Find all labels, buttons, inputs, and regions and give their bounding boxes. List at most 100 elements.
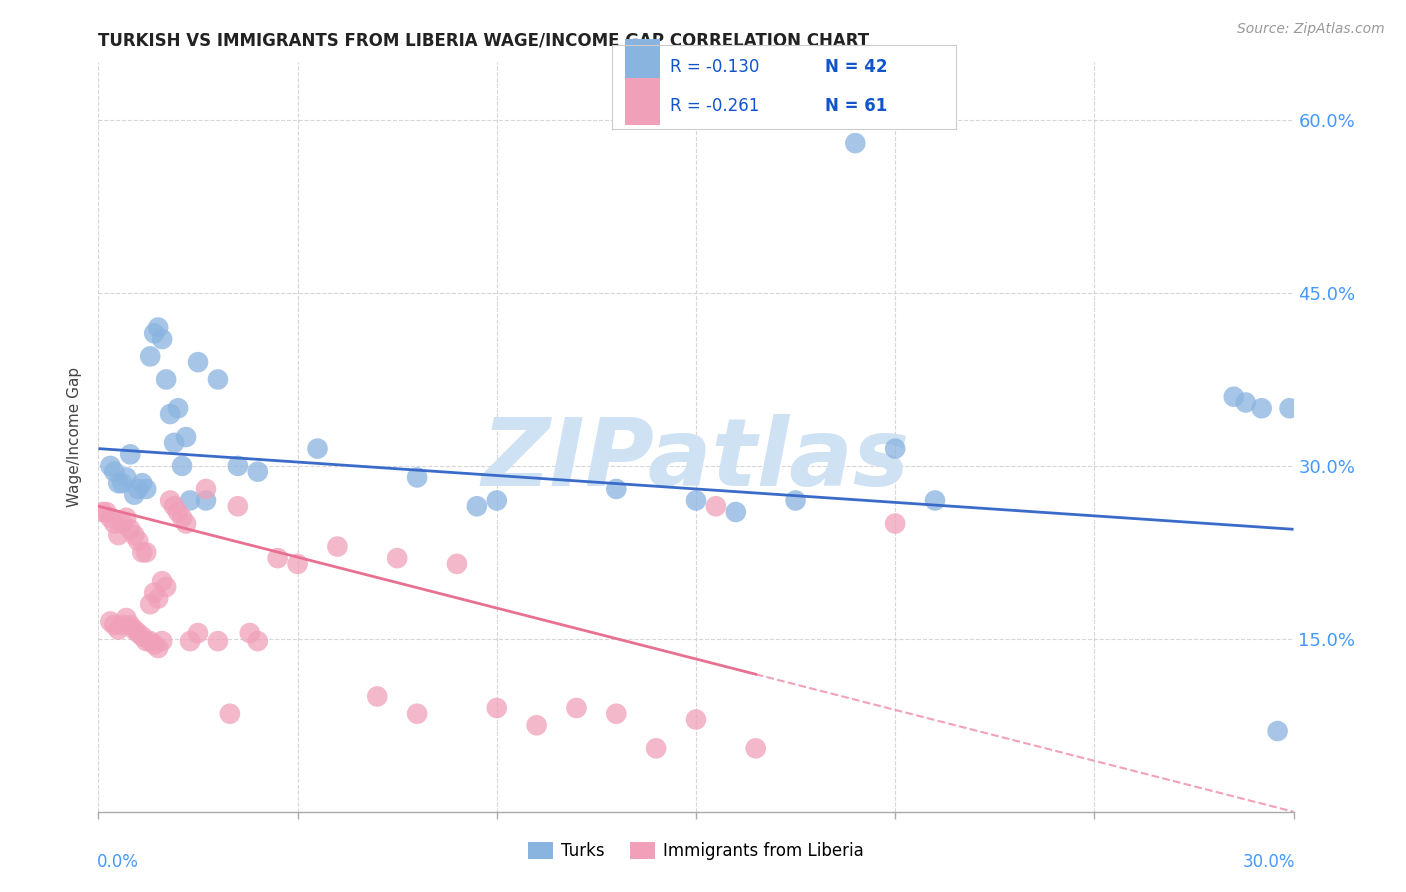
Point [246,465,269,479]
Point [226,500,249,514]
Point [924,493,946,508]
Point [884,516,907,531]
Point [143,326,166,341]
Point [107,623,129,637]
Point [127,533,149,548]
Point [785,493,807,508]
Point [131,545,153,559]
Point [239,626,262,640]
Point [163,435,186,450]
Point [159,407,181,421]
Point [884,442,907,456]
Point [485,701,508,715]
Point [172,510,194,524]
Point [98,615,122,629]
Point [98,510,122,524]
Point [1223,390,1246,404]
Point [174,516,197,531]
Point [385,551,409,566]
Point [1250,401,1272,416]
Point [174,430,197,444]
Point [1234,395,1257,409]
Point [207,372,229,386]
Point [187,626,209,640]
Point [139,350,162,364]
Point [226,458,249,473]
Bar [626,38,659,86]
Text: R = -0.130: R = -0.130 [671,59,759,77]
Text: TURKISH VS IMMIGRANTS FROM LIBERIA WAGE/INCOME GAP CORRELATION CHART: TURKISH VS IMMIGRANTS FROM LIBERIA WAGE/… [98,32,869,50]
Point [107,528,129,542]
Point [120,447,142,461]
Text: Source: ZipAtlas.com: Source: ZipAtlas.com [1237,22,1385,37]
Point [135,545,157,559]
Point [167,505,190,519]
Point [155,372,177,386]
Point [526,718,548,732]
Point [96,505,118,519]
Point [103,516,125,531]
Bar [626,78,659,125]
Point [704,500,727,514]
Point [148,591,170,606]
Point [120,522,142,536]
Point [685,493,707,508]
Text: ZIPatlas: ZIPatlas [482,414,910,506]
Point [745,741,768,756]
Point [167,401,190,416]
Point [127,482,149,496]
Point [120,618,142,632]
Point [124,623,146,637]
Point [139,597,162,611]
Point [179,634,201,648]
Point [685,713,707,727]
Point [485,493,508,508]
Point [1267,724,1289,739]
Point [246,634,269,648]
Point [179,493,201,508]
Point [115,470,138,484]
Point [150,332,173,346]
Point [446,557,468,571]
Point [645,741,668,756]
Point [150,574,173,589]
Point [307,442,329,456]
Point [565,701,588,715]
Point [143,638,166,652]
Point [148,320,170,334]
Point [187,355,209,369]
Point [111,476,134,491]
Point [207,634,229,648]
Point [326,540,349,554]
Point [267,551,290,566]
Point [605,706,627,721]
Point [163,500,186,514]
Point [107,476,129,491]
Point [724,505,747,519]
Point [115,611,138,625]
Point [127,626,149,640]
Point [172,458,194,473]
Text: N = 42: N = 42 [825,59,887,77]
Point [91,505,114,519]
Point [124,488,146,502]
Point [155,580,177,594]
Text: R = -0.261: R = -0.261 [671,96,759,114]
Point [98,458,122,473]
Point [406,470,429,484]
Point [135,634,157,648]
Text: N = 61: N = 61 [825,96,887,114]
Point [287,557,309,571]
Y-axis label: Wage/Income Gap: Wage/Income Gap [67,367,83,508]
Point [844,136,866,150]
Point [103,465,125,479]
Text: 30.0%: 30.0% [1243,853,1295,871]
Point [195,482,218,496]
Point [135,482,157,496]
Point [150,634,173,648]
Point [159,493,181,508]
Text: 0.0%: 0.0% [97,853,139,871]
Point [111,516,134,531]
Point [131,476,153,491]
Point [219,706,242,721]
